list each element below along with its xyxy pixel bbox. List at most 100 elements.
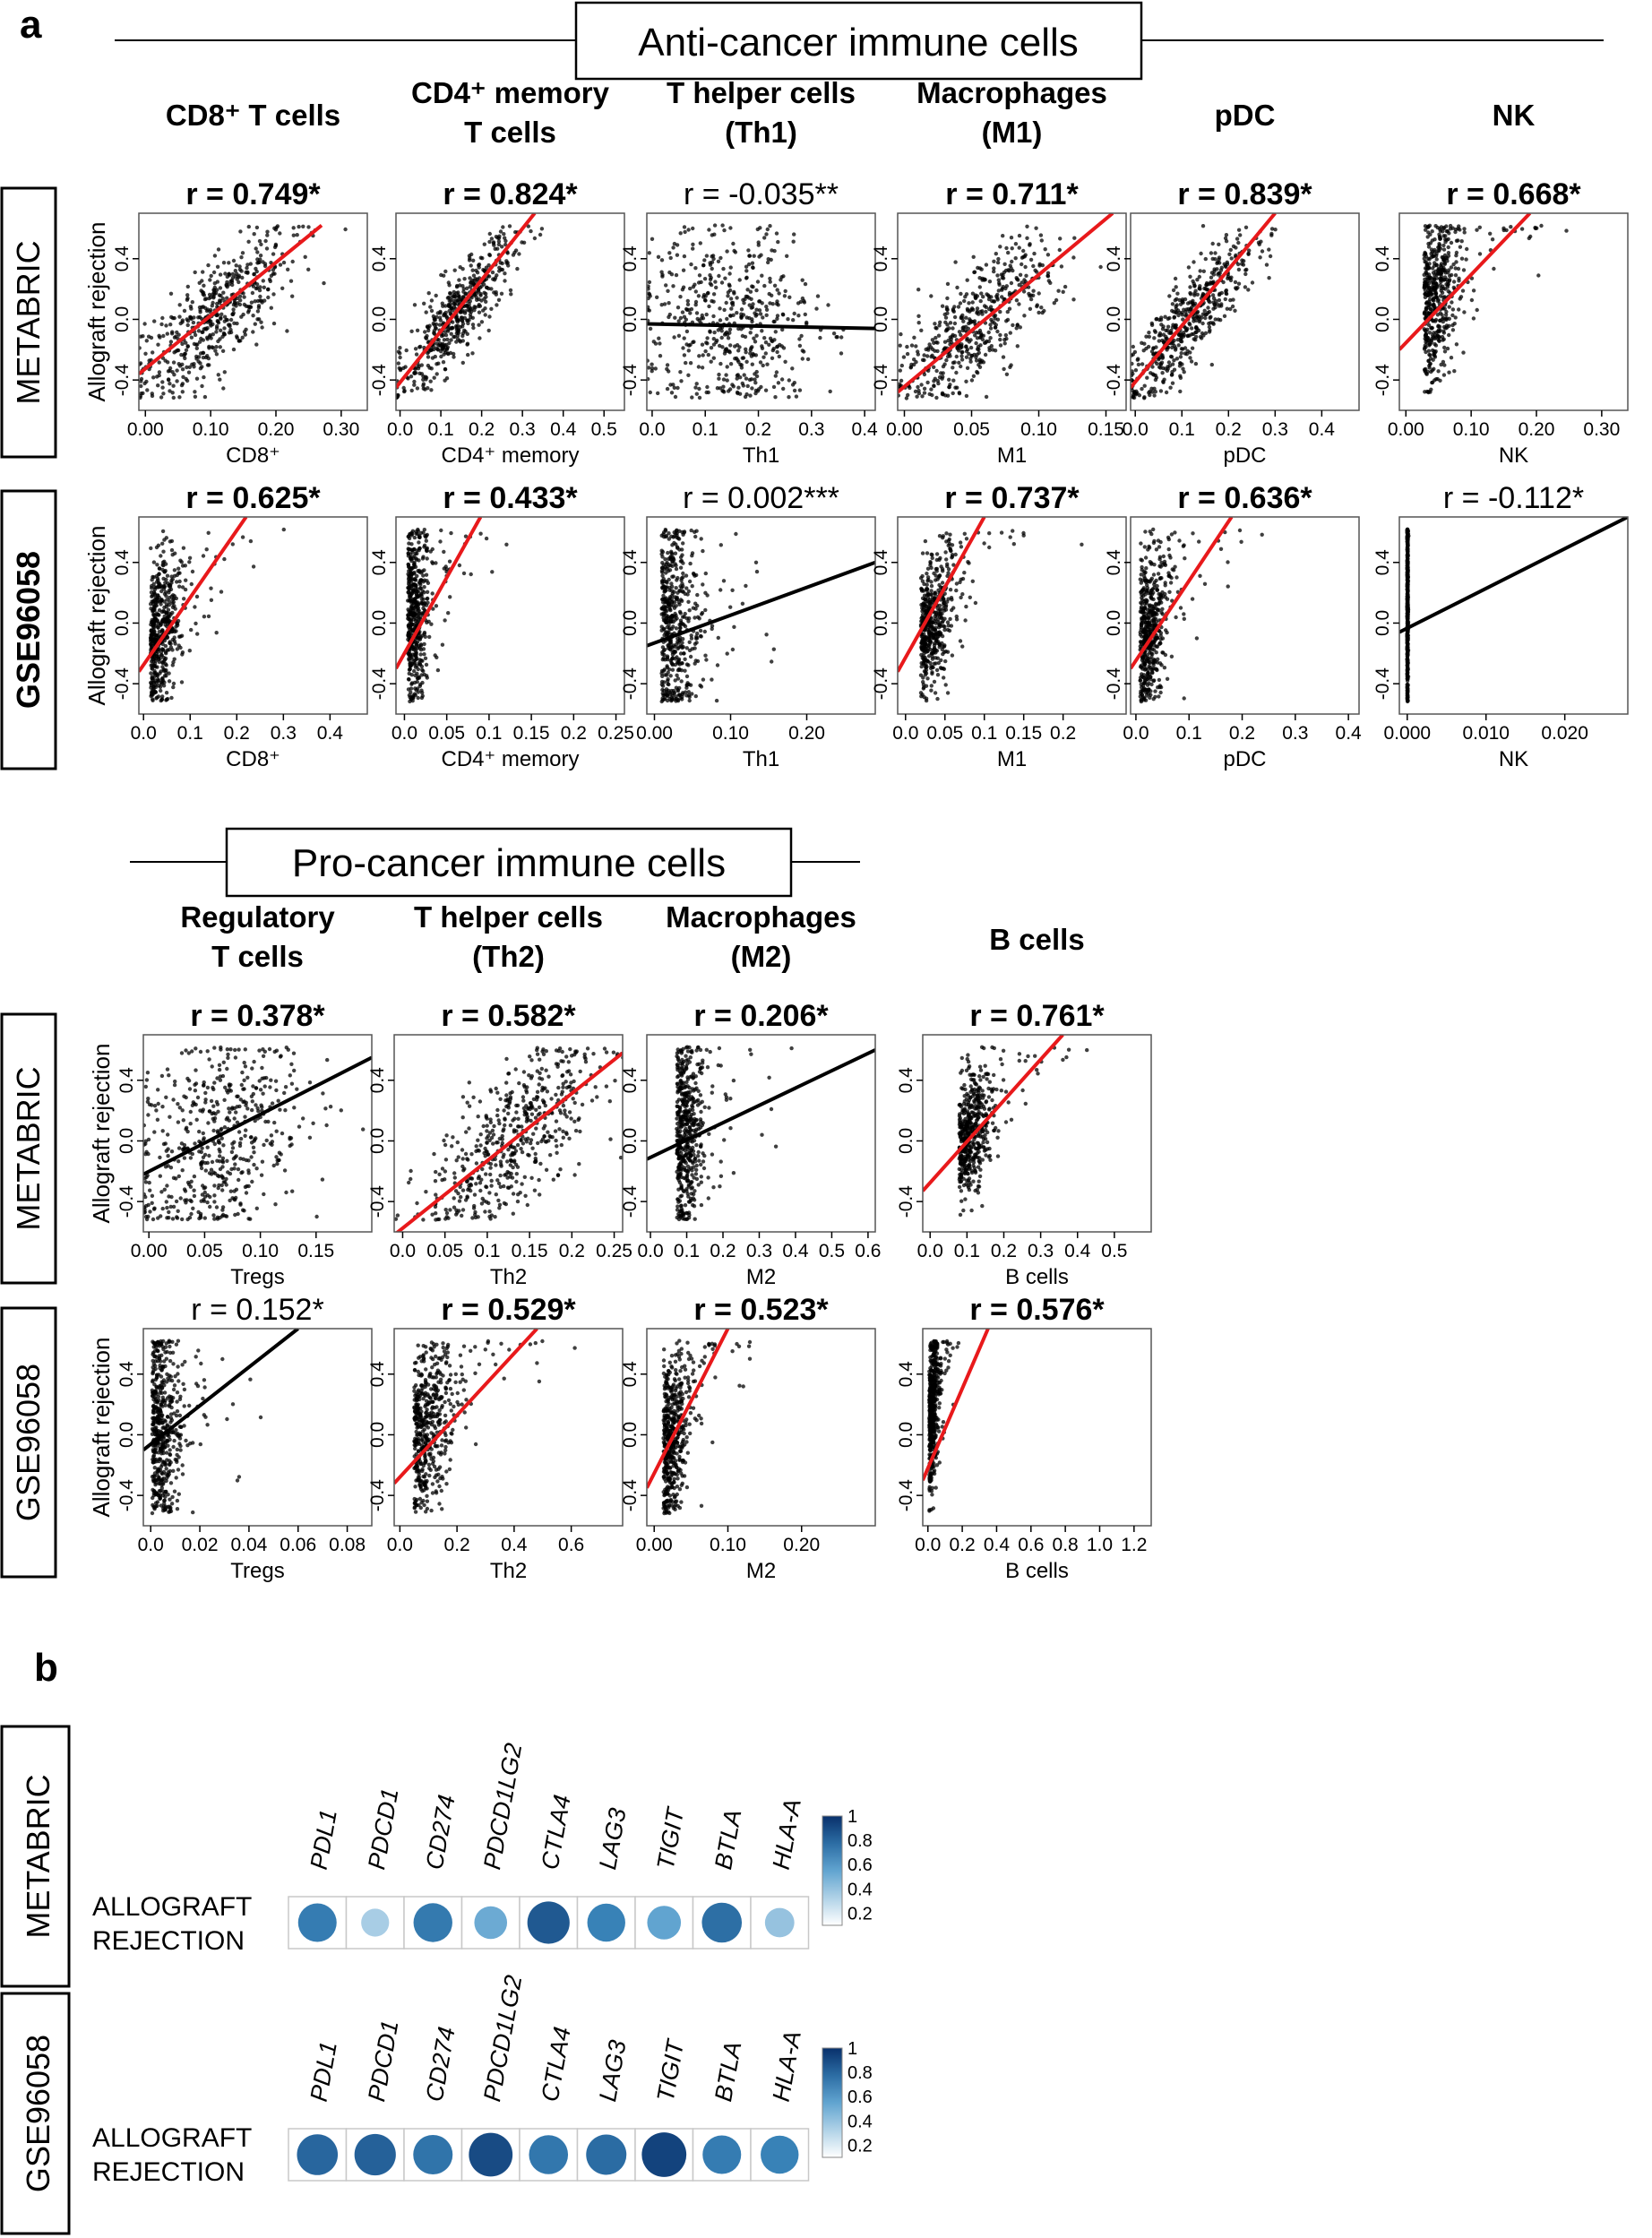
data-point [727,327,733,331]
data-point [667,568,673,572]
data-point [1217,261,1222,265]
data-point [916,384,920,390]
data-point [978,298,983,304]
data-point [454,340,459,344]
data-point [502,232,506,237]
data-point [429,388,434,392]
data-point [760,273,764,278]
data-point [922,391,927,395]
data-point [1151,527,1156,532]
data-point [170,330,175,334]
data-point [948,616,952,622]
data-point [968,338,973,342]
data-point [406,562,410,567]
data-point [970,579,976,583]
data-point [446,611,451,615]
data-point [159,653,164,658]
data-point [988,305,994,309]
data-point [776,381,781,385]
data-point [216,319,220,324]
data-point [675,673,679,677]
data-point [207,292,212,297]
data-point [490,270,495,275]
data-point [972,270,977,274]
data-point [209,586,213,590]
data-point [675,306,681,310]
data-point [736,385,741,390]
regression-line [139,517,248,673]
data-point [157,566,162,571]
data-point [520,240,524,245]
data-point [664,618,668,623]
data-point [962,531,968,536]
data-point [982,304,987,308]
data-point [266,295,271,300]
data-point [686,690,691,694]
data-point [156,656,161,660]
data-point [700,366,705,370]
data-point [691,226,695,231]
data-point [678,370,683,374]
y-tick-label: -0.4 [369,364,390,397]
data-point [967,351,971,357]
x-axis-label: pDC [1223,443,1266,468]
x-tick-label: 0.10 [712,723,749,744]
data-point [898,368,902,373]
data-point [1219,304,1224,308]
data-point [748,348,753,352]
data-point [1208,315,1212,320]
data-point [1174,346,1178,350]
data-point [1056,288,1061,293]
data-point [409,686,414,691]
data-point [757,308,762,313]
data-point [716,635,720,641]
data-point [697,273,702,278]
data-point [952,333,958,339]
data-point [740,601,745,606]
data-point [929,552,934,556]
data-point [958,540,963,545]
data-point [505,261,510,265]
data-point [980,276,985,281]
data-point [802,300,807,305]
data-point [959,332,963,337]
data-point [489,287,494,291]
data-point [176,571,181,575]
data-point [648,326,653,331]
data-point [950,553,955,557]
data-point [978,343,983,348]
data-point [1174,285,1178,289]
data-point [752,336,756,340]
data-point [934,610,938,615]
data-point [943,649,949,654]
data-point [202,283,206,288]
data-point [1154,547,1159,552]
data-point [426,363,431,368]
data-point [161,549,166,554]
data-point [959,595,963,600]
data-point [718,361,723,366]
data-point [408,667,412,672]
data-point [905,351,910,357]
data-point [413,686,417,691]
data-point [452,334,456,340]
data-points [918,529,1084,703]
data-point [741,297,745,302]
data-point [256,306,262,310]
data-point [922,386,927,391]
data-point [754,369,759,374]
data-point [662,302,667,306]
data-point [513,229,518,235]
data-points [647,223,846,400]
data-point [156,383,160,388]
data-point [164,663,168,667]
data-point [1014,276,1019,280]
data-point [281,260,287,265]
data-point [970,291,976,296]
data-point [914,359,918,365]
data-point [1028,242,1032,246]
data-point [699,684,704,689]
data-point [949,624,954,628]
data-point [421,377,426,382]
data-point [698,241,702,245]
